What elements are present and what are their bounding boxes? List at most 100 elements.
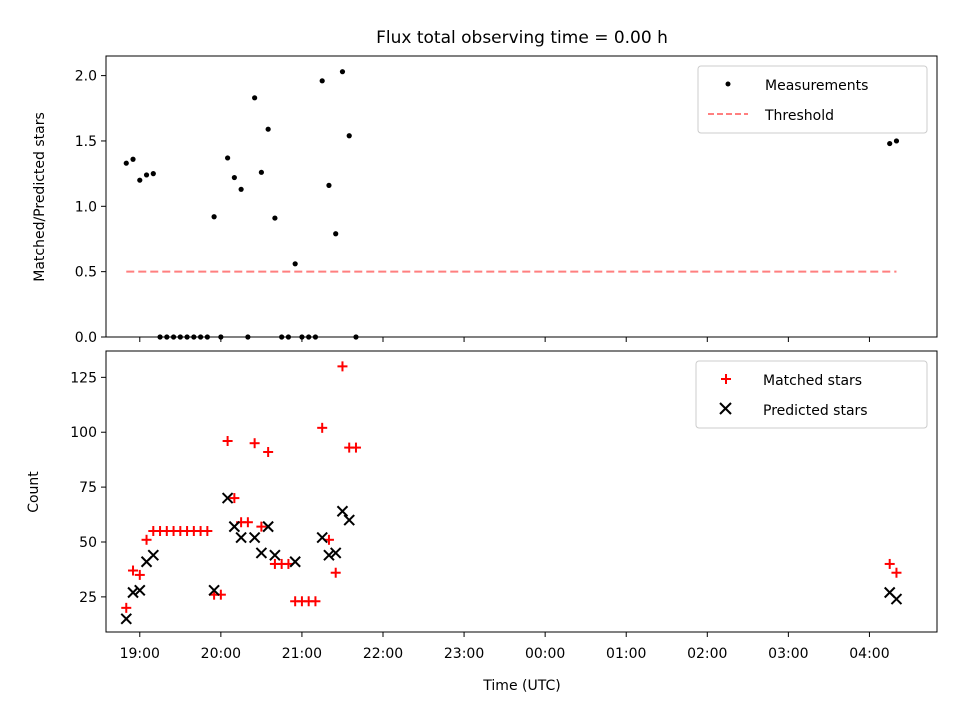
predicted-point — [289, 556, 301, 568]
predicted-point — [208, 584, 220, 596]
top-y-axis: 0.0 0.5 1.0 1.5 2.0 — [75, 69, 106, 346]
measurement-point — [265, 126, 271, 132]
measurement-point — [258, 169, 264, 175]
top-y-axis-label: Matched/Predicted stars — [32, 112, 48, 282]
measurement-point — [887, 140, 893, 147]
y-tick-label: 1.0 — [75, 199, 97, 215]
measurement-point — [137, 177, 143, 183]
predicted-point — [134, 584, 146, 596]
measurement-point — [231, 174, 237, 181]
bottom-legend: Matched stars Predicted stars — [695, 360, 928, 429]
matched-point — [350, 442, 361, 453]
predicted-point — [221, 492, 234, 504]
measurement-point — [306, 334, 312, 340]
measurement-point — [211, 214, 217, 220]
measurement-point — [353, 334, 359, 340]
y-tick-label: 100 — [70, 425, 97, 441]
legend-threshold-label: Threshold — [764, 108, 834, 124]
measurement-point — [130, 156, 136, 162]
measurement-point — [170, 334, 177, 340]
measurement-point — [245, 334, 251, 340]
x-tick-label: 21:00 — [282, 646, 322, 662]
predicted-stars-series — [120, 492, 903, 625]
measurement-point — [218, 334, 224, 340]
predicted-point — [127, 586, 139, 599]
measurements-series — [123, 69, 900, 340]
top-panel-frame — [105, 55, 938, 338]
measurement-point — [157, 334, 163, 340]
y-tick-label: 0.0 — [75, 330, 97, 346]
matched-point — [128, 565, 139, 576]
predicted-point — [255, 547, 268, 559]
y-tick-label: 25 — [79, 590, 97, 606]
measurement-point — [191, 334, 197, 340]
x-axis-label: Time (UTC) — [482, 678, 560, 694]
measurement-point — [143, 172, 150, 178]
measurement-point — [150, 171, 156, 177]
measurement-point — [279, 334, 285, 340]
top-panel: 0.00.51.01.52.0 Matched/Predicted stars … — [32, 55, 938, 346]
matched-point — [256, 521, 267, 532]
predicted-point — [248, 531, 261, 544]
measurement-point — [326, 182, 332, 188]
bottom-x-axis: 19:00 20:00 21:00 22:00 23:00 00:00 01:00 02:00… — [120, 632, 890, 662]
measurement-point — [164, 334, 170, 340]
matched-point — [141, 534, 152, 545]
legend-predicted-label: Predicted stars — [763, 403, 868, 419]
matched-point — [891, 567, 902, 578]
matched-stars-series — [121, 361, 902, 613]
matched-point — [121, 602, 132, 613]
y-tick-label: 1.5 — [75, 134, 97, 150]
predicted-point — [316, 531, 328, 544]
bottom-panel: 25 50 75 100 125 19:00 20:00 21:00 22:00 23:00 00… — [26, 350, 938, 694]
legend-predicted-marker — [719, 402, 732, 415]
matched-point — [310, 596, 321, 607]
measurement-point — [893, 138, 900, 144]
y-tick-label: 125 — [70, 370, 97, 386]
measurement-point — [312, 334, 319, 340]
y-tick-label: 50 — [79, 535, 97, 551]
predicted-point — [269, 549, 281, 561]
predicted-point — [262, 520, 274, 533]
y-tick-label: 0.5 — [75, 265, 97, 281]
matched-point — [884, 558, 895, 569]
measurement-point — [339, 69, 346, 75]
legend-matched-marker — [721, 374, 731, 384]
matched-point — [134, 569, 145, 580]
predicted-point — [228, 520, 241, 533]
measurement-point — [204, 334, 210, 340]
y-tick-label: 75 — [79, 480, 97, 496]
bottom-legend-box — [695, 360, 928, 429]
predicted-point — [120, 613, 132, 625]
measurement-point — [252, 95, 258, 101]
top-legend: Measurements Threshold — [697, 65, 928, 134]
matched-point — [202, 526, 213, 537]
x-tick-label: 23:00 — [444, 646, 484, 662]
x-tick-label: 04:00 — [849, 646, 889, 662]
matched-point — [337, 361, 348, 372]
x-tick-label: 01:00 — [606, 646, 646, 662]
y-tick-label: 2.0 — [75, 69, 97, 85]
top-legend-box — [697, 65, 928, 134]
measurement-point — [123, 160, 129, 166]
matched-point — [317, 422, 328, 433]
measurement-point — [197, 334, 204, 340]
predicted-point — [343, 514, 355, 526]
measurement-point — [346, 133, 352, 139]
matched-point — [222, 436, 233, 447]
predicted-point — [330, 547, 342, 559]
predicted-point — [323, 549, 335, 561]
bottom-panel-frame — [105, 350, 938, 633]
legend-measurements-marker — [725, 81, 731, 87]
matched-point — [229, 493, 240, 504]
measurement-point — [292, 261, 298, 267]
legend-matched-label: Matched stars — [763, 373, 862, 389]
chart-title: Flux total observing time = 0.00 h — [376, 28, 668, 48]
measurement-point — [272, 215, 278, 221]
legend-measurements-label: Measurements — [765, 78, 868, 94]
measurement-point — [333, 231, 339, 237]
bottom-y-axis-label: Count — [26, 471, 42, 513]
matched-point — [330, 567, 341, 578]
predicted-point — [235, 531, 247, 544]
